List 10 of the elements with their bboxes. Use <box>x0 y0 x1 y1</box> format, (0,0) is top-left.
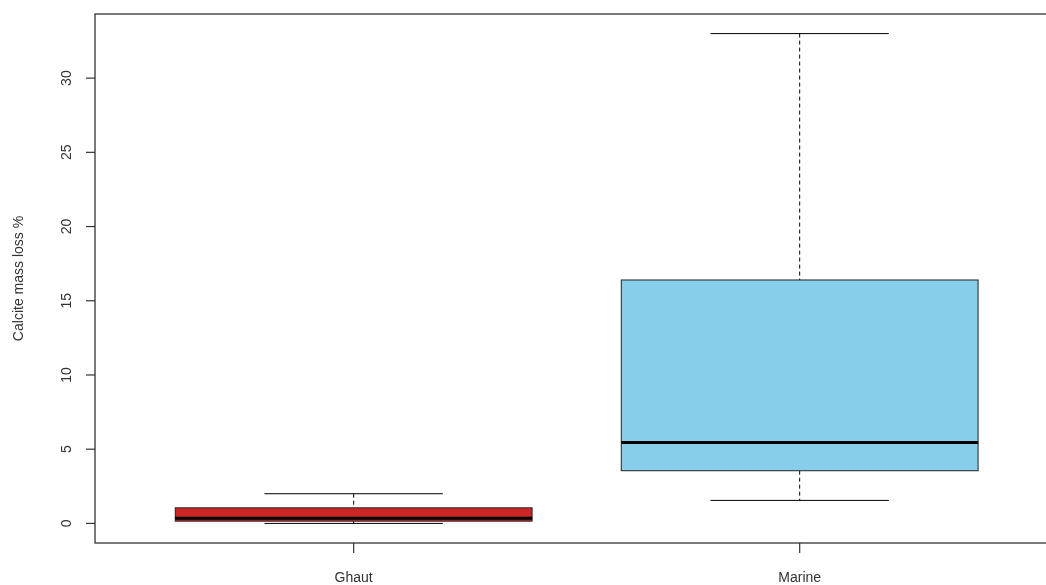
x-tick-label: Marine <box>778 569 822 585</box>
y-tick-label: 20 <box>58 218 74 235</box>
y-tick-label: 0 <box>58 519 74 528</box>
y-tick-label: 30 <box>58 70 74 86</box>
y-tick-label: 10 <box>58 366 74 383</box>
y-tick-label: 5 <box>58 445 74 454</box>
y-tick-label: 15 <box>58 292 74 309</box>
y-tick-label: 25 <box>58 144 74 161</box>
y-axis-title: Calcite mass loss % <box>10 215 26 342</box>
x-tick-label: Ghaut <box>334 569 373 585</box>
